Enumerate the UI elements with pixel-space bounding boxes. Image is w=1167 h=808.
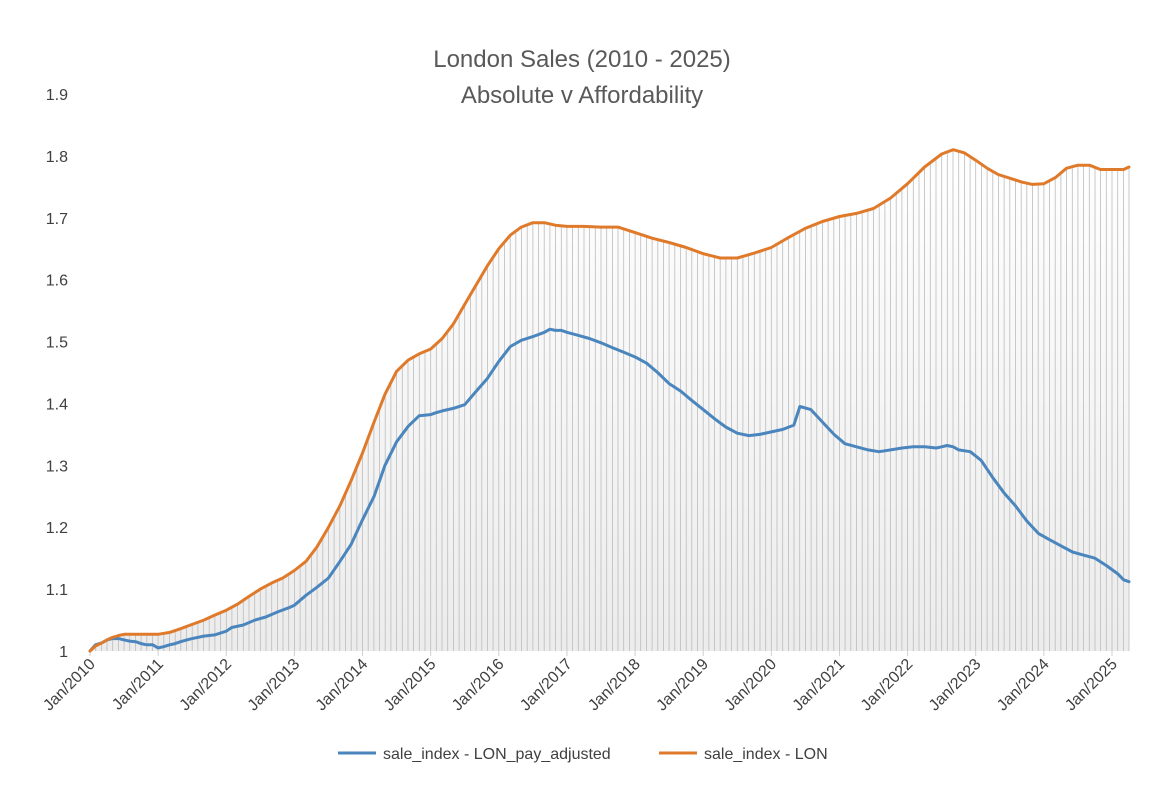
x-tick-label: Jan/2011 (109, 656, 167, 714)
y-tick-label: 1.6 (46, 273, 68, 290)
x-tick-label: Jan/2022 (858, 656, 917, 715)
x-tick-label: Jan/2023 (926, 656, 985, 715)
x-tick-label: Jan/2014 (313, 656, 372, 715)
y-tick-label: 1.7 (46, 211, 68, 228)
y-tick-label: 1 (59, 644, 68, 661)
y-tick-label: 1.5 (46, 335, 68, 352)
x-tick-label: Jan/2020 (722, 656, 781, 715)
x-tick-label: Jan/2025 (1062, 656, 1121, 715)
y-tick-label: 1.3 (46, 458, 68, 475)
x-tick-label: Jan/2021 (790, 656, 849, 715)
x-tick-label: Jan/2018 (585, 656, 644, 715)
series-lines (88, 148, 1131, 653)
legend-label-2: sale_index - LON (704, 746, 828, 763)
x-tick-label: Jan/2017 (517, 656, 576, 715)
legend: sale_index - LON_pay_adjusted sale_index … (338, 746, 828, 763)
y-tick-label: 1.4 (46, 396, 68, 413)
x-tick-label: Jan/2016 (449, 656, 508, 715)
x-tick-label: Jan/2024 (994, 656, 1053, 715)
area-drop-lines (90, 149, 1130, 651)
y-tick-label: 1.8 (46, 149, 68, 166)
series-line-2 (88, 148, 1131, 653)
x-tick-label: Jan/2019 (653, 656, 712, 715)
legend-label-1: sale_index - LON_pay_adjusted (383, 746, 611, 763)
y-tick-label: 1.1 (46, 582, 68, 599)
y-tick-label: 1.2 (46, 520, 68, 537)
x-tick-label: Jan/2010 (40, 656, 99, 715)
area-background (90, 149, 1130, 651)
chart-title: London Sales (2010 - 2025) (433, 46, 731, 73)
chart-subtitle: Absolute v Affordability (461, 82, 703, 109)
x-tick-label: Jan/2012 (177, 656, 236, 715)
x-tick-label: Jan/2015 (381, 656, 440, 715)
x-tick-label: Jan/2013 (245, 656, 304, 715)
y-tick-label: 1.9 (46, 87, 68, 104)
series-line-1 (88, 327, 1131, 653)
